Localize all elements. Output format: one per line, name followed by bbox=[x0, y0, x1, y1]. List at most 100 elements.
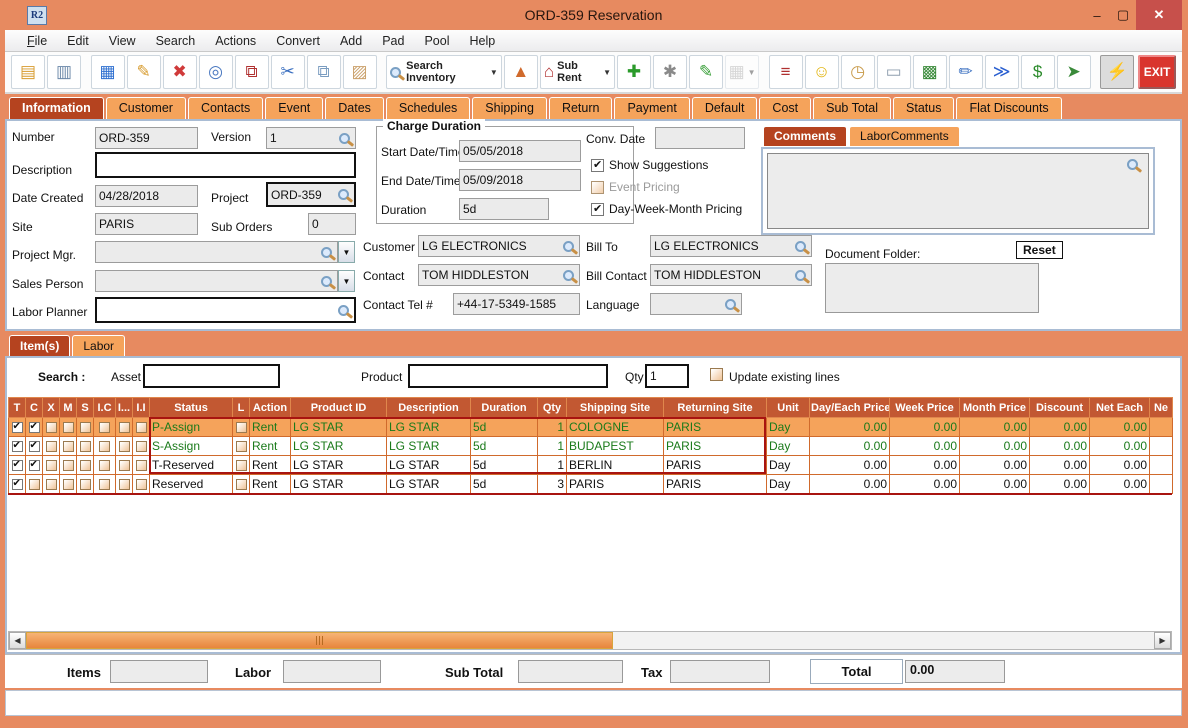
reset-button[interactable]: Reset bbox=[1016, 241, 1063, 259]
l-checkbox[interactable] bbox=[235, 422, 247, 434]
tab-dates[interactable]: Dates bbox=[325, 97, 384, 119]
row-checkbox[interactable] bbox=[62, 441, 74, 453]
search-icon[interactable] bbox=[338, 189, 349, 200]
row-checkbox[interactable] bbox=[99, 460, 110, 472]
row-checkbox[interactable] bbox=[45, 441, 57, 453]
sales-person-field[interactable] bbox=[95, 270, 338, 292]
sales-person-dropdown[interactable]: ▼ bbox=[338, 270, 355, 292]
close-button[interactable]: ✕ bbox=[1136, 0, 1182, 30]
search-inventory-button[interactable]: Search Inventory ▼ bbox=[386, 55, 502, 89]
asset-search-input[interactable] bbox=[143, 364, 280, 388]
description-field[interactable] bbox=[95, 152, 356, 178]
row-checkbox[interactable] bbox=[11, 459, 23, 472]
sub-rent-button[interactable]: ⌂ Sub Rent ▼ bbox=[539, 55, 616, 89]
row-checkbox[interactable] bbox=[99, 441, 110, 453]
exit-button[interactable]: EXIT bbox=[1138, 55, 1176, 89]
row-checkbox[interactable] bbox=[28, 459, 40, 472]
quick-action-icon[interactable]: ⚡ bbox=[1100, 55, 1135, 89]
save-icon[interactable]: ▦ bbox=[90, 55, 125, 89]
update-existing-lines-checkbox[interactable] bbox=[710, 368, 723, 381]
keyboard-key-icon[interactable]: ▭ bbox=[876, 55, 911, 89]
smiley-icon[interactable]: ☺ bbox=[804, 55, 839, 89]
tab-labor[interactable]: Labor bbox=[72, 335, 126, 356]
notepad-icon[interactable]: ✎ bbox=[689, 55, 724, 89]
row-checkbox[interactable] bbox=[118, 441, 130, 453]
maximize-button[interactable]: ▢ bbox=[1116, 7, 1130, 22]
print-icon[interactable]: ▥ bbox=[47, 55, 81, 89]
edit-icon[interactable]: ✎ bbox=[126, 55, 161, 89]
row-checkbox[interactable] bbox=[28, 440, 40, 453]
new-document-icon[interactable]: ▤ bbox=[11, 55, 45, 89]
search-icon[interactable] bbox=[563, 240, 574, 252]
tab-item-s-[interactable]: Item(s) bbox=[9, 335, 71, 356]
paste-icon[interactable]: ▨ bbox=[342, 55, 377, 89]
tab-schedules[interactable]: Schedules bbox=[385, 97, 471, 119]
row-checkbox[interactable] bbox=[135, 422, 147, 434]
menu-add[interactable]: Add bbox=[339, 33, 363, 48]
row-checkbox[interactable] bbox=[62, 460, 74, 472]
tab-shipping[interactable]: Shipping bbox=[472, 97, 547, 119]
menu-view[interactable]: View bbox=[108, 33, 136, 48]
chevron-down-icon[interactable]: ▼ bbox=[747, 67, 756, 77]
tab-return[interactable]: Return bbox=[548, 97, 613, 119]
tab-customer[interactable]: Customer bbox=[105, 97, 186, 119]
folder-history-icon[interactable]: ◷ bbox=[840, 55, 875, 89]
row-checkbox[interactable] bbox=[135, 441, 147, 453]
scroll-left-arrow[interactable]: ◀ bbox=[9, 632, 26, 649]
tab-status[interactable]: Status bbox=[893, 97, 955, 119]
qty-input[interactable]: 1 bbox=[645, 364, 689, 388]
tab-flat-discounts[interactable]: Flat Discounts bbox=[956, 97, 1062, 119]
delete-icon[interactable]: ✖ bbox=[162, 55, 197, 89]
tab-default[interactable]: Default bbox=[691, 97, 758, 119]
search-icon[interactable] bbox=[563, 269, 574, 281]
row-checkbox[interactable] bbox=[79, 441, 91, 453]
tab-contacts[interactable]: Contacts bbox=[187, 97, 264, 119]
tab-sub-total[interactable]: Sub Total bbox=[813, 97, 892, 119]
start-date-field[interactable]: 05/05/2018 bbox=[459, 140, 581, 162]
product-search-input[interactable] bbox=[408, 364, 608, 388]
project-mgr-field[interactable] bbox=[95, 241, 338, 263]
billing-icon[interactable]: $ bbox=[1020, 55, 1055, 89]
search-icon[interactable] bbox=[338, 304, 349, 316]
language-field[interactable] bbox=[650, 293, 742, 315]
truck-icon[interactable]: ➤ bbox=[1056, 55, 1091, 89]
row-checkbox[interactable] bbox=[45, 479, 57, 491]
copy-icon[interactable]: ⧉ bbox=[306, 55, 341, 89]
row-checkbox[interactable] bbox=[11, 421, 23, 434]
chevron-down-icon[interactable]: ▼ bbox=[489, 67, 498, 77]
suggestions-icon[interactable]: ✱ bbox=[653, 55, 688, 89]
search-icon[interactable] bbox=[725, 298, 736, 310]
search-icon[interactable] bbox=[795, 269, 806, 281]
tab-labor-comments[interactable]: LaborComments bbox=[849, 126, 960, 146]
menu-pool[interactable]: Pool bbox=[424, 33, 450, 48]
customer-field[interactable]: LG ELECTRONICS bbox=[418, 235, 580, 257]
row-checkbox[interactable] bbox=[45, 422, 57, 434]
add-line-icon[interactable]: ✚ bbox=[617, 55, 652, 89]
contact-tel-field[interactable]: +44-17-5349-1585 bbox=[453, 293, 580, 315]
search-icon[interactable] bbox=[321, 246, 332, 258]
scrollbar-thumb[interactable] bbox=[26, 632, 613, 649]
date-created-field[interactable]: 04/28/2018 bbox=[95, 185, 198, 207]
send-money-icon[interactable]: ≫ bbox=[984, 55, 1019, 89]
search-icon[interactable] bbox=[339, 132, 350, 144]
project-mgr-dropdown[interactable]: ▼ bbox=[338, 241, 355, 263]
duration-field[interactable]: 5d bbox=[459, 198, 549, 220]
copy-document-icon[interactable]: ⧉ bbox=[234, 55, 269, 89]
tab-event[interactable]: Event bbox=[265, 97, 324, 119]
labor-planner-field[interactable] bbox=[95, 297, 356, 323]
total-button[interactable]: Total bbox=[810, 659, 903, 684]
menu-convert[interactable]: Convert bbox=[276, 33, 320, 48]
row-checkbox[interactable] bbox=[11, 478, 23, 491]
menu-help[interactable]: Help bbox=[469, 33, 496, 48]
row-checkbox[interactable] bbox=[45, 460, 57, 472]
row-checkbox[interactable] bbox=[79, 422, 91, 434]
tab-comments[interactable]: Comments bbox=[763, 126, 848, 146]
l-checkbox[interactable] bbox=[235, 479, 247, 491]
tab-cost[interactable]: Cost bbox=[759, 97, 812, 119]
menu-file[interactable]: File bbox=[27, 33, 48, 48]
tab-payment[interactable]: Payment bbox=[614, 97, 690, 119]
search-icon[interactable] bbox=[795, 240, 806, 252]
